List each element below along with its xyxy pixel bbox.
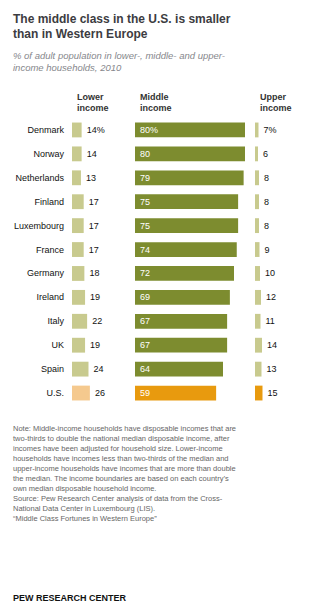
svg-text:income: income	[140, 103, 172, 113]
svg-text:19: 19	[90, 340, 100, 350]
svg-text:59: 59	[140, 388, 150, 398]
svg-text:Source: Pew Research Center an: Source: Pew Research Center analysis of …	[13, 494, 223, 503]
svg-text:10: 10	[265, 268, 275, 278]
svg-text:75: 75	[140, 221, 150, 231]
svg-text:19: 19	[90, 292, 100, 302]
svg-text:National Data Center in Luxemb: National Data Center in Luxembourg (LIS)…	[13, 504, 155, 513]
svg-text:Germany: Germany	[27, 268, 65, 278]
svg-text:than in Western Europe: than in Western Europe	[13, 27, 148, 41]
svg-text:8: 8	[264, 197, 269, 207]
svg-text:64: 64	[140, 364, 150, 374]
svg-text:17: 17	[89, 221, 99, 231]
svg-text:14: 14	[267, 340, 277, 350]
svg-text:15: 15	[268, 388, 278, 398]
svg-text:Norway: Norway	[33, 149, 64, 159]
svg-text:18: 18	[89, 268, 99, 278]
svg-text:France: France	[36, 245, 64, 255]
svg-text:67: 67	[140, 316, 150, 326]
svg-text:upper-income households have i: upper-income households have incomes tha…	[13, 464, 236, 473]
svg-text:the median. The income boundar: the median. The income boundaries are ba…	[13, 474, 229, 483]
svg-text:17: 17	[89, 197, 99, 207]
svg-text:Luxembourg: Luxembourg	[14, 221, 64, 231]
svg-text:Denmark: Denmark	[27, 125, 64, 135]
svg-text:17: 17	[89, 245, 99, 255]
svg-text:75: 75	[140, 197, 150, 207]
svg-text:74: 74	[140, 245, 150, 255]
svg-text:14%: 14%	[87, 125, 105, 135]
svg-text:13: 13	[86, 173, 96, 183]
svg-text:% of adult population in lower: % of adult population in lower-, middle-…	[13, 50, 225, 61]
svg-text:incomes have been adjusted for: incomes have been adjusted for household…	[13, 444, 223, 453]
svg-text:8: 8	[264, 221, 269, 231]
svg-text:9: 9	[265, 245, 270, 255]
svg-text:80: 80	[140, 149, 150, 159]
svg-text:Upper: Upper	[260, 92, 287, 102]
svg-text:two-thirds to double the natio: two-thirds to double the national median…	[13, 434, 230, 443]
svg-text:12: 12	[266, 292, 276, 302]
svg-text:Netherlands: Netherlands	[15, 173, 64, 183]
svg-text:own median disposable househol: own median disposable household income.	[13, 484, 156, 493]
svg-text:Spain: Spain	[41, 364, 64, 374]
svg-text:“Middle Class Fortunes in West: “Middle Class Fortunes in Western Europe…	[13, 514, 157, 523]
svg-text:UK: UK	[51, 340, 64, 350]
svg-text:80%: 80%	[140, 125, 158, 135]
svg-text:The middle class in the U.S. i: The middle class in the U.S. is smaller	[13, 12, 231, 26]
svg-text:26: 26	[95, 388, 105, 398]
svg-text:Italy: Italy	[47, 316, 64, 326]
svg-text:13: 13	[267, 364, 277, 374]
svg-text:Ireland: Ireland	[36, 292, 64, 302]
svg-text:income: income	[77, 103, 109, 113]
svg-text:24: 24	[94, 364, 104, 374]
svg-text:72: 72	[140, 268, 150, 278]
svg-text:U.S.: U.S.	[46, 388, 64, 398]
svg-text:Lower: Lower	[77, 92, 104, 102]
svg-text:income: income	[260, 103, 292, 113]
svg-text:69: 69	[140, 292, 150, 302]
svg-text:Middle: Middle	[140, 92, 169, 102]
svg-text:8: 8	[264, 173, 269, 183]
svg-text:67: 67	[140, 340, 150, 350]
svg-text:Note: Middle-income households: Note: Middle-income households have disp…	[13, 424, 236, 433]
svg-text:79: 79	[140, 173, 150, 183]
svg-text:22: 22	[92, 316, 102, 326]
svg-text:6: 6	[263, 149, 268, 159]
svg-text:11: 11	[266, 316, 275, 326]
svg-text:PEW RESEARCH CENTER: PEW RESEARCH CENTER	[13, 593, 127, 603]
svg-text:7%: 7%	[264, 125, 277, 135]
svg-text:Finland: Finland	[34, 197, 64, 207]
svg-text:14: 14	[87, 149, 97, 159]
svg-text:households have incomes less t: households have incomes less than two-th…	[13, 454, 229, 463]
svg-text:income households, 2010: income households, 2010	[13, 62, 122, 73]
